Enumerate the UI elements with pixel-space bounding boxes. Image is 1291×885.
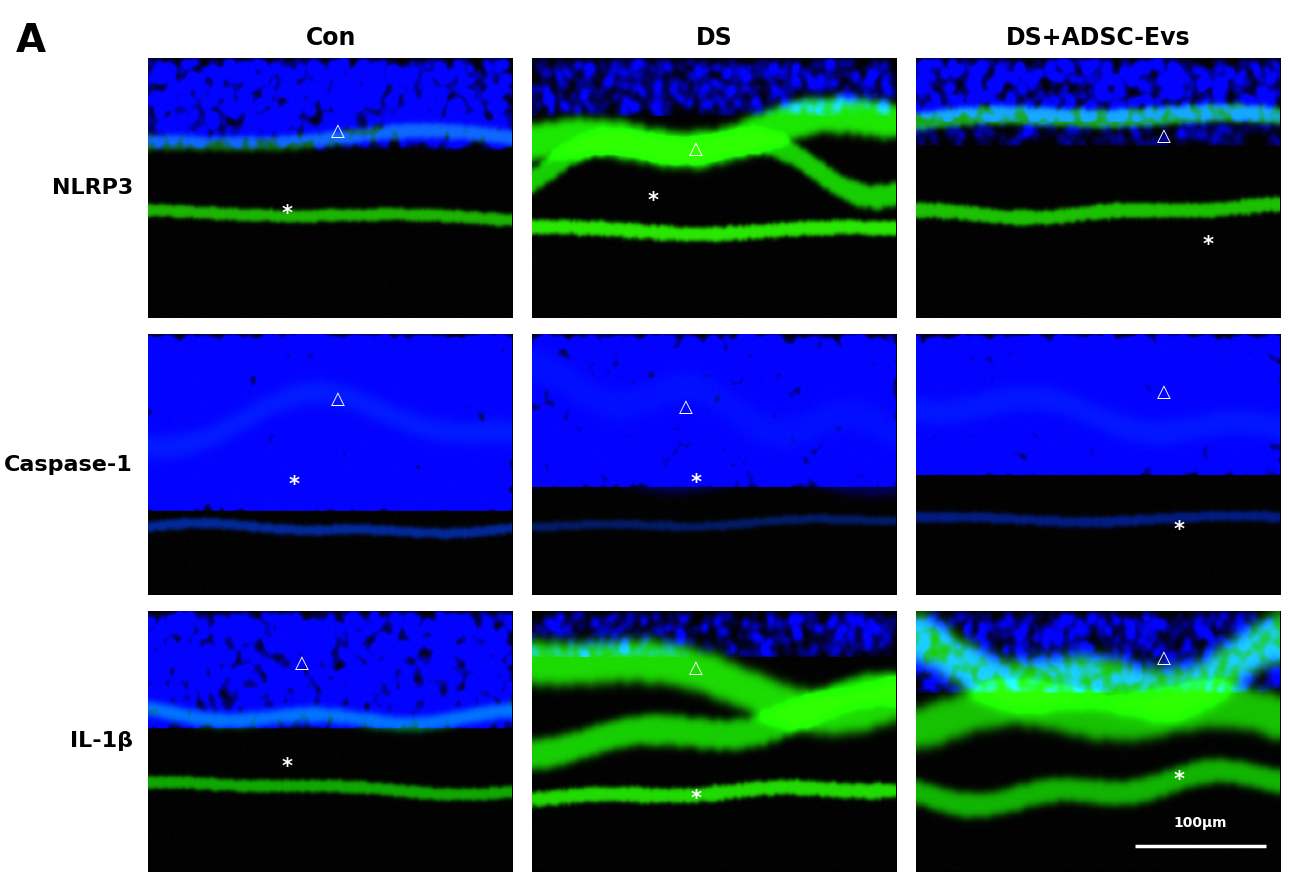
Text: △: △ xyxy=(689,140,704,158)
Text: *: * xyxy=(281,204,293,224)
Text: NLRP3: NLRP3 xyxy=(52,178,133,198)
Text: *: * xyxy=(289,475,300,496)
Text: *: * xyxy=(691,789,702,809)
Text: *: * xyxy=(1202,235,1214,255)
Text: Caspase-1: Caspase-1 xyxy=(4,455,133,474)
Text: △: △ xyxy=(330,121,345,140)
Text: *: * xyxy=(281,758,293,777)
Text: *: * xyxy=(1174,771,1184,790)
Text: △: △ xyxy=(330,390,345,409)
Text: DS+ADSC-Evs: DS+ADSC-Evs xyxy=(1006,27,1190,50)
Text: △: △ xyxy=(1157,382,1171,401)
Text: DS: DS xyxy=(696,27,733,50)
Text: A: A xyxy=(15,22,45,60)
Text: 100μm: 100μm xyxy=(1174,816,1228,830)
Text: △: △ xyxy=(679,398,692,416)
Text: Con: Con xyxy=(306,27,356,50)
Text: △: △ xyxy=(294,654,309,672)
Text: *: * xyxy=(647,191,658,211)
Text: *: * xyxy=(691,473,702,493)
Text: IL-1β: IL-1β xyxy=(70,731,133,751)
Text: *: * xyxy=(1174,519,1184,540)
Text: △: △ xyxy=(689,659,704,677)
Text: △: △ xyxy=(1157,127,1171,145)
Text: △: △ xyxy=(1157,649,1171,667)
